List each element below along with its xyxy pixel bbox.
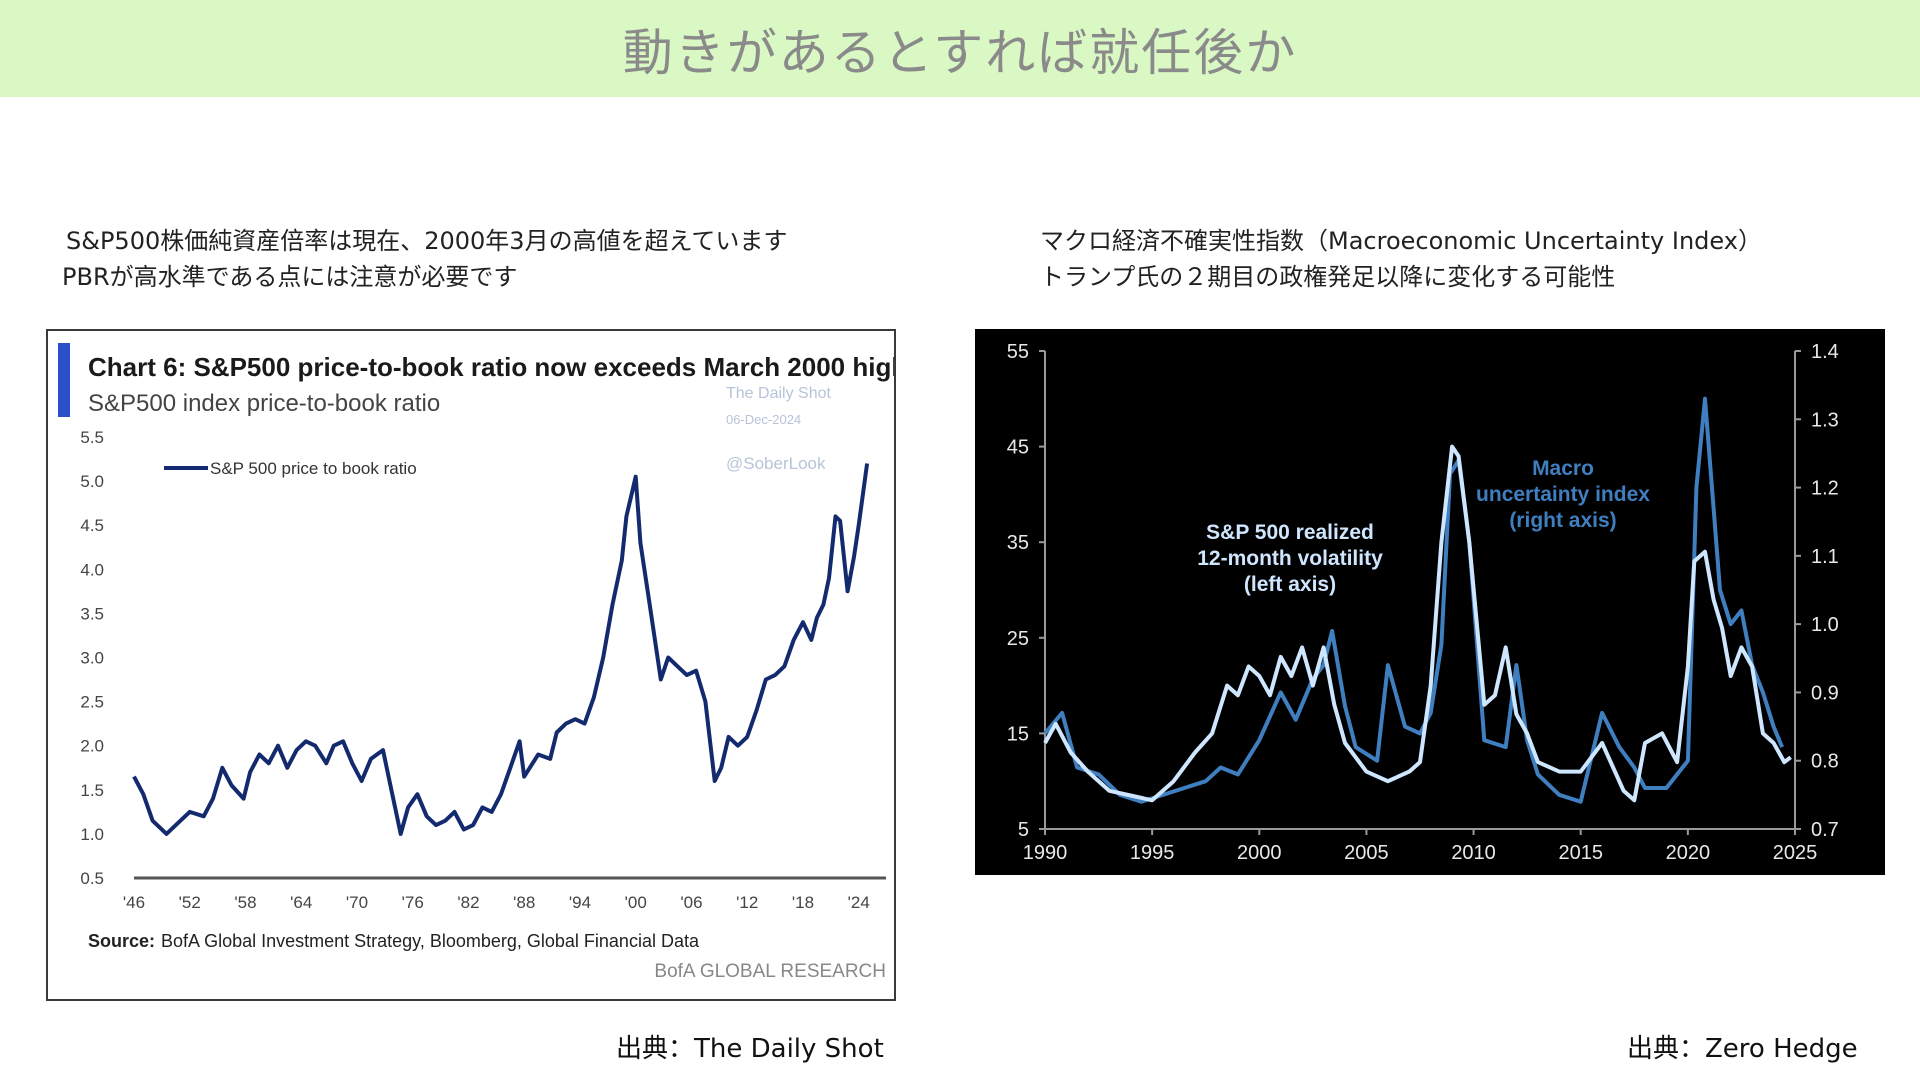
right-source: 出典：Zero Hedge — [1627, 1034, 1858, 1064]
y-tick-label: 1.0 — [80, 825, 104, 844]
x-tick-label: 1995 — [1130, 842, 1175, 864]
x-tick-label: '46 — [123, 893, 145, 912]
watermark-daily-shot: The Daily Shot — [726, 385, 831, 402]
y-tick-label: 1.5 — [80, 781, 104, 800]
x-tick-label: '64 — [290, 893, 312, 912]
x-tick-label: '58 — [234, 893, 256, 912]
legend-label: S&P 500 price to book ratio — [210, 459, 417, 478]
y-tick-label: 3.5 — [80, 604, 104, 623]
left-y-tick-label: 45 — [1007, 437, 1029, 459]
volatility-line — [1043, 444, 1792, 803]
pbr-series-line — [132, 463, 870, 836]
x-tick-label: '76 — [402, 893, 424, 912]
y-tick-label: 0.5 — [80, 869, 104, 888]
y-tick-label: 2.0 — [80, 737, 104, 756]
x-tick-label: 2005 — [1344, 842, 1389, 864]
right-y-tick-label: 1.4 — [1811, 341, 1839, 363]
y-tick-label: 3.0 — [80, 649, 104, 668]
title-banner: 動きがあるとすれば就任後か — [0, 0, 1920, 97]
x-tick-label: 2015 — [1558, 842, 1603, 864]
x-tick-label: '18 — [792, 893, 814, 912]
left-y-tick-label: 5 — [1018, 819, 1029, 841]
x-axis-ticks: 1990 1995 2000 2005 2010 2015 2020 2025 — [1023, 829, 1818, 864]
right-y-tick-label: 0.7 — [1811, 819, 1839, 841]
volatility-annotation-line-2: 12-month volatility — [1197, 547, 1383, 570]
x-tick-label: '82 — [457, 893, 479, 912]
y-tick-label: 5.0 — [80, 472, 104, 491]
source-line: Source: BofA Global Investment Strategy, … — [88, 931, 700, 951]
left-caption: S&P500株価純資産倍率は現在、2000年3月の高値を超えています PBRが高… — [62, 223, 788, 295]
right-y-tick-label: 1.3 — [1811, 409, 1839, 431]
right-y-tick-label: 1.0 — [1811, 614, 1839, 636]
macro-uncertainty-line — [1043, 396, 1784, 804]
y-tick-label: 5.5 — [80, 428, 104, 447]
x-tick-label: '24 — [848, 893, 870, 912]
volatility-annotation-line-3: (left axis) — [1244, 573, 1336, 596]
left-y-ticks: 5 15 25 35 45 55 — [1007, 341, 1045, 841]
x-tick-label: '52 — [179, 893, 201, 912]
x-tick-label: '70 — [346, 893, 368, 912]
chart-accent-bar — [58, 343, 70, 417]
y-axis-ticks: 0.5 1.0 1.5 2.0 2.5 3.0 3.5 4.0 4.5 5.0 5.5 — [80, 428, 104, 888]
watermark-handle: @SoberLook — [726, 454, 826, 473]
right-y-tick-label: 0.8 — [1811, 751, 1839, 773]
right-y-tick-label: 1.1 — [1811, 546, 1839, 568]
x-tick-label: 2020 — [1666, 842, 1711, 864]
left-y-tick-label: 35 — [1007, 532, 1029, 554]
macro-annotation-line-1: Macro — [1532, 457, 1594, 480]
pbr-chart: Chart 6: S&P500 price-to-book ratio now … — [58, 343, 907, 982]
uncertainty-chart-frame: 5 15 25 35 45 55 0.7 0.8 0.9 1.0 1.1 1.2 1.3 1.4 199… — [975, 329, 1885, 875]
volatility-annotation-line-1: S&P 500 realized — [1206, 521, 1374, 544]
left-source: 出典：The Daily Shot — [616, 1034, 884, 1064]
x-tick-label: '12 — [736, 893, 758, 912]
brand-label: BofA GLOBAL RESEARCH — [654, 961, 886, 982]
macro-annotation-line-3: (right axis) — [1509, 509, 1616, 532]
x-axis-ticks: '46 '52 '58 '64 '70 '76 '82 '88 '94 '00 '06 '12 '18 '… — [123, 893, 870, 912]
x-tick-label: 2010 — [1451, 842, 1496, 864]
x-tick-label: 2000 — [1237, 842, 1282, 864]
left-y-tick-label: 15 — [1007, 723, 1029, 745]
macro-annotation: Macro uncertainty index (right axis) — [1476, 457, 1650, 532]
right-y-ticks: 0.7 0.8 0.9 1.0 1.1 1.2 1.3 1.4 — [1795, 341, 1839, 841]
macro-annotation-line-2: uncertainty index — [1476, 483, 1650, 506]
y-tick-label: 4.5 — [80, 516, 104, 535]
source-label: Source: — [88, 931, 155, 951]
pbr-chart-title: Chart 6: S&P500 price-to-book ratio now … — [88, 352, 894, 382]
right-y-tick-label: 1.2 — [1811, 478, 1839, 500]
watermark-date: 06-Dec-2024 — [726, 412, 801, 427]
right-y-tick-label: 0.9 — [1811, 682, 1839, 704]
y-tick-label: 2.5 — [80, 693, 104, 712]
x-tick-label: '88 — [513, 893, 535, 912]
left-caption-line-2: PBRが高水準である点には注意が必要です — [62, 263, 518, 291]
y-tick-label: 4.0 — [80, 560, 104, 579]
left-y-tick-label: 25 — [1007, 628, 1029, 650]
x-tick-label: '00 — [625, 893, 647, 912]
x-tick-label: 2025 — [1773, 842, 1818, 864]
volatility-annotation: S&P 500 realized 12-month volatility (le… — [1197, 521, 1383, 596]
right-caption-line-1: マクロ経済不確実性指数（Macroeconomic Uncertainty In… — [1040, 227, 1762, 255]
x-tick-label: 1990 — [1023, 842, 1068, 864]
left-y-tick-label: 55 — [1007, 341, 1029, 363]
x-tick-label: '94 — [569, 893, 591, 912]
x-tick-label: '06 — [680, 893, 702, 912]
right-caption-line-2: トランプ氏の２期目の政権発足以降に変化する可能性 — [1040, 263, 1616, 291]
left-caption-line-1: S&P500株価純資産倍率は現在、2000年3月の高値を超えています — [66, 227, 788, 255]
source-text: BofA Global Investment Strategy, Bloombe… — [161, 931, 700, 951]
pbr-chart-subtitle: S&P500 index price-to-book ratio — [88, 390, 440, 417]
page-title: 動きがあるとすれば就任後か — [622, 23, 1298, 82]
uncertainty-chart: 5 15 25 35 45 55 0.7 0.8 0.9 1.0 1.1 1.2 1.3 1.4 199… — [1007, 341, 1839, 864]
pbr-chart-frame: Chart 6: S&P500 price-to-book ratio now … — [46, 329, 907, 1001]
right-caption: マクロ経済不確実性指数（Macroeconomic Uncertainty In… — [1040, 223, 1762, 295]
